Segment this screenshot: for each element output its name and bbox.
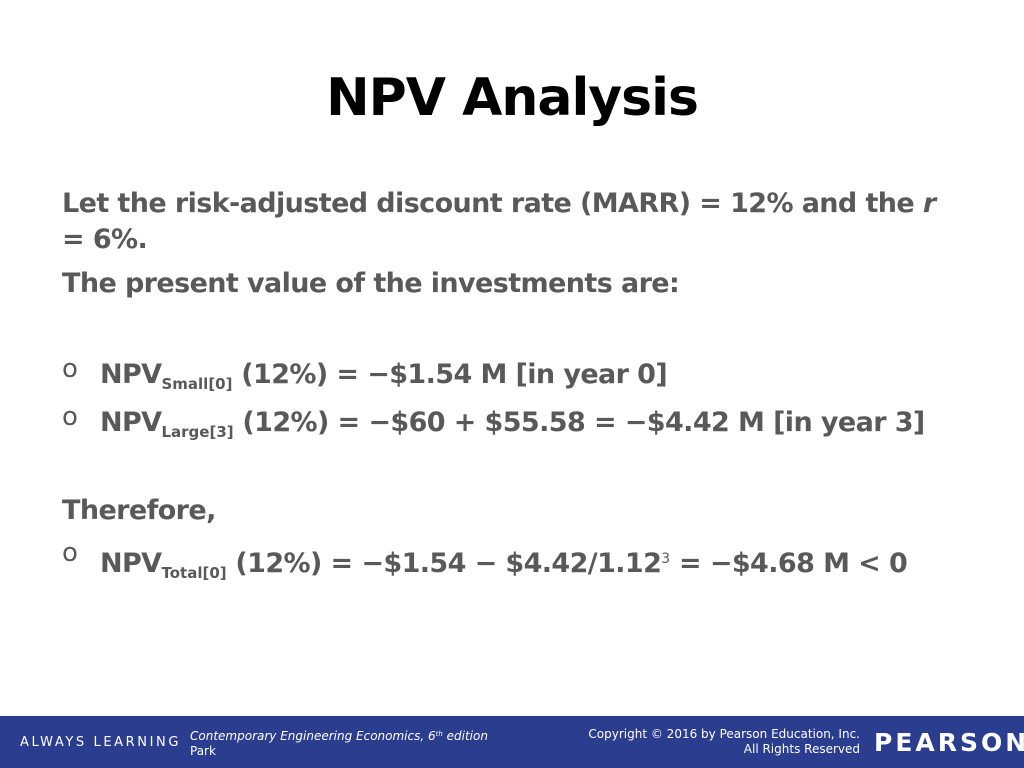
book-title: Contemporary Engineering Economics, 6 [190,729,436,743]
present-value-intro: The present value of the investments are… [62,268,680,299]
bullet-marker: o [62,538,78,568]
copyright-line1: Copyright © 2016 by Pearson Education, I… [588,727,860,741]
intro-text-prefix: Let the risk-adjusted discount rate (MAR… [62,188,923,219]
intro-text-suffix: = 6%. [62,224,148,255]
slide-title: NPV Analysis [326,68,699,128]
book-author: Park [190,744,216,758]
npv-subscript: Small[0] [161,375,233,393]
book-title-line: Contemporary Engineering Economics, 6th … [190,727,488,744]
npv-exponent: 3 [661,551,671,567]
npv-label: NPV [100,548,162,579]
npv-label: NPV [100,407,162,438]
npv-expression-part1: (12%) = −$1.54 − $4.42/1.12 [226,548,662,579]
npv-expression-part2: = −$4.68 M < 0 [670,548,908,579]
bullet-marker: o [62,402,78,432]
npv-subscript: Large[3] [161,423,234,441]
book-edition-word: edition [442,729,488,743]
npv-expression: (12%) = −$60 + $55.58 = −$4.42 M [in yea… [233,407,925,438]
intro-variable-r: r [922,188,936,219]
footer-copyright: Copyright © 2016 by Pearson Education, I… [588,727,860,757]
footer-bar: ALWAYS LEARNING Contemporary Engineering… [0,716,1024,768]
bullet-marker: o [62,354,78,384]
intro-paragraph: Let the risk-adjusted discount rate (MAR… [62,186,942,258]
footer-book-info: Contemporary Engineering Economics, 6th … [190,727,488,759]
npv-subscript: Total[0] [161,564,227,582]
book-edition-sup: th [435,730,443,738]
footer-tagline: ALWAYS LEARNING [20,735,182,750]
therefore-text: Therefore, [62,495,216,526]
npv-expression: (12%) = −$1.54 M [in year 0] [232,359,668,390]
pearson-logo: PEARSON [874,728,1024,757]
bullet-content: NPVLarge[3] (12%) = −$60 + $55.58 = −$4.… [100,405,925,450]
bullet-content: NPVSmall[0] (12%) = −$1.54 M [in year 0] [100,357,668,402]
npv-label: NPV [100,359,162,390]
copyright-line2: All Rights Reserved [743,742,860,756]
bullet-content: NPVTotal[0] (12%) = −$1.54 − $4.42/1.123… [100,541,908,591]
